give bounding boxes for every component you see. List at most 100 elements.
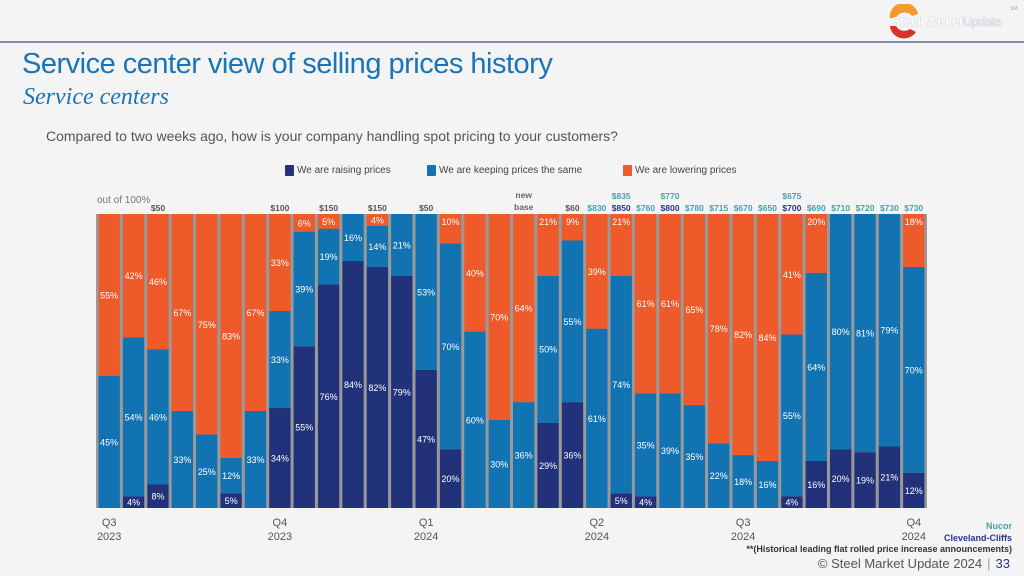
bar-segment-raising — [293, 346, 315, 508]
data-label-same: 54% — [125, 412, 143, 422]
data-label-same: 55% — [563, 317, 581, 327]
bar-segment-lowering — [171, 214, 194, 411]
data-label-same: 39% — [295, 284, 313, 294]
x-tick-year: 2023 — [268, 531, 292, 543]
bar-segment-same — [708, 443, 730, 508]
chart-legend: We are raising prices We are keeping pri… — [0, 165, 1024, 179]
price-annotation-nucor: $730 — [880, 203, 899, 213]
data-label-same: 35% — [685, 452, 703, 462]
data-label-same: 36% — [515, 451, 533, 461]
data-label-same: 18% — [734, 477, 752, 487]
bar-segment-same — [561, 240, 584, 403]
bar-segment-lowering — [196, 214, 218, 435]
data-label-same: 35% — [637, 440, 655, 450]
bar-segment-same — [244, 410, 267, 508]
legend-item-same: We are keeping prices the same — [427, 165, 582, 176]
legend-item-raising: We are raising prices — [285, 165, 391, 176]
data-label-lowering: 65% — [685, 305, 703, 315]
bar-segment-lowering — [805, 214, 827, 273]
bar-segment-same — [391, 214, 413, 276]
price-annotation-nucor: $770 — [661, 191, 680, 201]
data-label-raising: 76% — [320, 392, 338, 402]
bar-segment-same — [415, 214, 437, 370]
price-annotation-nucor: $830 — [587, 203, 606, 213]
data-label-same: 46% — [149, 412, 167, 422]
data-label-same: 70% — [442, 342, 460, 352]
data-label-raising: 4% — [639, 498, 652, 508]
bar-segment-lowering — [659, 214, 681, 394]
page-title: Service center view of selling prices hi… — [22, 48, 553, 80]
data-label-same: 74% — [612, 380, 630, 390]
data-label-same: 30% — [490, 459, 508, 469]
bar-segment-lowering — [488, 214, 510, 420]
legend-label-raising: We are raising prices — [297, 165, 391, 176]
bar-segment-lowering — [317, 214, 340, 229]
data-label-lowering: 9% — [566, 217, 579, 227]
logo-swoosh-icon — [889, 4, 918, 39]
price-annotation-nucor: $730 — [904, 203, 923, 213]
bar-segment-same — [147, 349, 169, 485]
price-annotation-cliffs: $700 — [782, 203, 801, 213]
data-label-lowering: 21% — [539, 217, 557, 227]
data-label-lowering: 61% — [661, 299, 679, 309]
data-label-same: 14% — [368, 242, 386, 252]
data-label-lowering: 20% — [807, 217, 825, 227]
data-label-same: 53% — [417, 287, 435, 297]
bar-segment-raising — [878, 446, 901, 508]
data-label-same: 16% — [344, 233, 362, 243]
data-label-raising: 16% — [807, 480, 825, 490]
bar-segment-same — [342, 214, 364, 262]
data-label-same: 39% — [661, 446, 679, 456]
x-tick-quarter: Q4 — [273, 517, 288, 529]
bar-segment-same — [317, 228, 340, 285]
price-annotation-nucor: $60 — [565, 203, 579, 213]
data-label-raising: 84% — [344, 380, 362, 390]
bar-segment-same — [634, 393, 657, 497]
data-label-same: 60% — [466, 415, 484, 425]
data-label-lowering: 78% — [710, 324, 728, 334]
data-label-same: 33% — [246, 455, 264, 465]
price-annotation-nucor: $690 — [807, 203, 826, 213]
price-annotation-nucor: $150 — [368, 203, 387, 213]
data-label-lowering: 70% — [490, 312, 508, 322]
data-label-raising: 8% — [151, 492, 164, 502]
bar-segment-lowering — [98, 214, 120, 376]
page-number: 33 — [995, 556, 1010, 571]
bar-segment-same — [683, 405, 706, 508]
data-label-raising: 47% — [417, 434, 435, 444]
bar-segment-lowering — [366, 214, 389, 226]
bar-segment-lowering — [513, 214, 535, 403]
bar-segment-same — [756, 460, 779, 508]
price-annotation-nucor: $50 — [151, 203, 165, 213]
bar-segment-same — [439, 243, 462, 450]
bar-segment-raising — [561, 402, 584, 508]
data-label-lowering: 64% — [515, 304, 533, 314]
data-label-lowering: 46% — [149, 277, 167, 287]
bar-segment-raising — [415, 369, 437, 508]
bar-segment-raising — [391, 275, 413, 508]
data-label-lowering: 82% — [734, 330, 752, 340]
price-annotation-nucor: $710 — [831, 203, 850, 213]
data-label-raising: 5% — [225, 496, 238, 506]
bar-segment-lowering — [683, 214, 706, 406]
legend-cleveland-cliffs: Cleveland-Cliffs — [943, 533, 1012, 543]
data-label-lowering: 55% — [100, 290, 118, 300]
data-label-same: 64% — [807, 362, 825, 372]
data-label-lowering: 5% — [322, 217, 335, 227]
bar-segment-raising — [781, 496, 803, 508]
legend-swatch-lowering — [623, 165, 632, 176]
survey-question: Compared to two weeks ago, how is your c… — [46, 128, 618, 144]
legend-swatch-same — [427, 165, 436, 176]
x-tick-year: 2023 — [97, 531, 121, 543]
bar-segment-lowering — [147, 214, 169, 350]
data-label-raising: 21% — [880, 473, 898, 483]
data-label-lowering: 21% — [612, 217, 630, 227]
price-annotation-nucor: $150 — [319, 203, 338, 213]
data-label-raising: 5% — [615, 496, 628, 506]
price-annotation-nucor: $715 — [709, 203, 728, 213]
bar-segment-raising — [366, 266, 389, 508]
data-label-same: 70% — [905, 365, 923, 375]
data-label-lowering: 61% — [637, 299, 655, 309]
bar-segment-same — [781, 334, 803, 497]
